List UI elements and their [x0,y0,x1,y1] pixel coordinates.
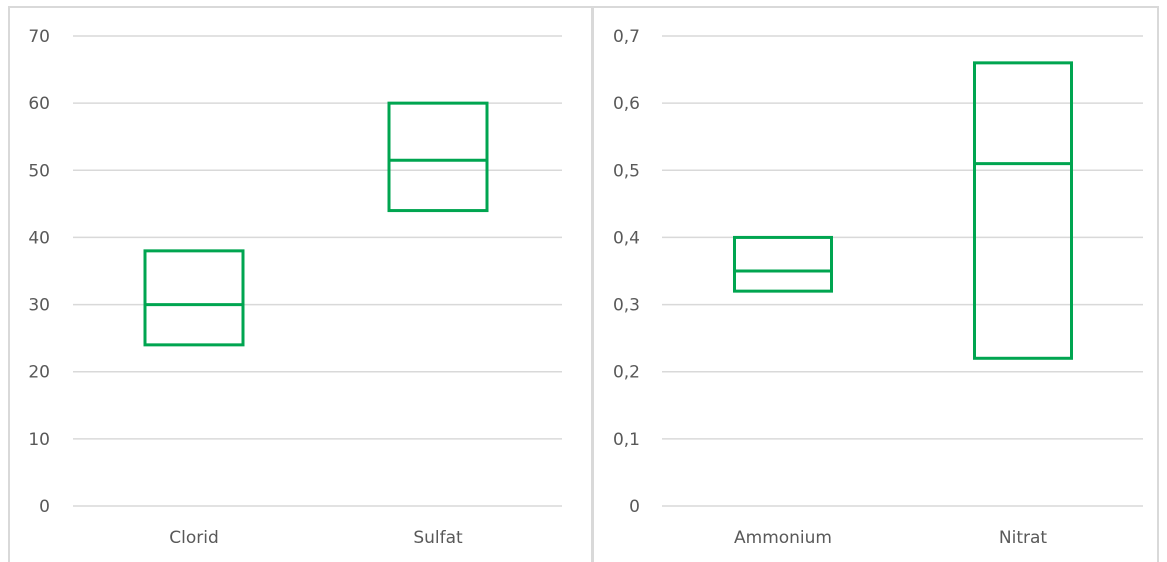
y-tick-label: 30 [28,296,50,316]
y-tick-label: 40 [28,228,50,248]
panel-border-left [8,6,10,562]
box-range [143,249,245,347]
y-tick-label: 0 [39,497,50,517]
panel-border-top [8,6,591,8]
box-nitrat [973,61,1073,360]
box-range [387,101,489,213]
panel-border-top [591,6,1159,8]
y-tick-label: 20 [28,363,50,383]
box-clorid [143,249,245,347]
y-tick-label: 0,5 [613,161,640,181]
y-tick-label: 0,1 [613,430,640,450]
y-tick-label: 0,6 [613,94,640,114]
x-category-label: Clorid [169,528,219,548]
x-category-label: Nitrat [999,528,1048,548]
y-tick-label: 70 [28,27,50,47]
chart-plot-left: 0 10 20 30 40 50 60 70 Clorid Sulfat [28,27,562,548]
y-tick-label: 0,7 [613,27,640,47]
y-tick-label: 50 [28,161,50,181]
y-tick-label: 0,3 [613,296,640,316]
y-tick-label: 60 [28,94,50,114]
box-ammonium [733,235,833,293]
box-range [973,61,1073,360]
chart-panel-left: 0 10 20 30 40 50 60 70 Clorid Sulfat [8,6,591,562]
y-tick-label: 10 [28,430,50,450]
x-category-label: Sulfat [413,528,463,548]
y-tick-label: 0,2 [613,363,640,383]
x-category-label: Ammonium [734,528,832,548]
y-tick-label: 0 [629,497,640,517]
y-tick-label: 0,4 [613,228,640,248]
chart-plot-right: 0 0,1 0,2 0,3 0,4 0,5 0,6 0,7 Ammonium Nitrat [613,27,1143,548]
panel-border-right [1157,6,1159,562]
box-range [733,235,833,293]
chart-panel-right: 0 0,1 0,2 0,3 0,4 0,5 0,6 0,7 Ammonium Nitrat [591,0,1167,562]
panel-divider [591,6,594,562]
box-sulfat [387,101,489,213]
